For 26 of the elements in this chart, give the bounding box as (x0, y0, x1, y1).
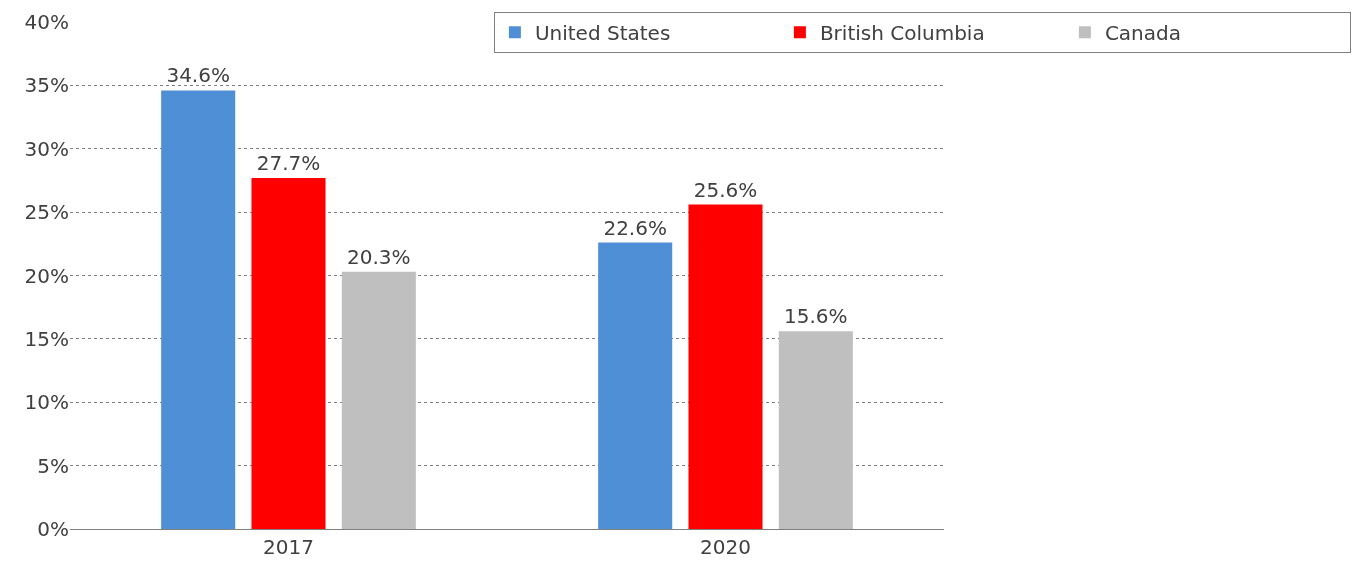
x-tick-label: 2017 (263, 535, 314, 559)
data-label: 27.7% (256, 150, 321, 175)
bar (598, 242, 673, 529)
y-tick-label: 0% (37, 517, 69, 541)
bar (688, 204, 763, 529)
data-label: 34.6% (166, 63, 230, 88)
data-label: 15.6% (784, 304, 848, 329)
y-tick-label: 20% (24, 263, 69, 288)
bar (778, 331, 853, 529)
y-tick-label: 15% (24, 326, 69, 351)
bar (251, 177, 326, 529)
y-tick-label: 5% (37, 453, 69, 478)
data-label: 20.3% (347, 244, 411, 269)
legend-label: Canada (1104, 21, 1181, 46)
legend-label: United States (534, 21, 671, 46)
bar (341, 271, 416, 529)
legend-label: British Columbia (819, 21, 985, 46)
y-tick-label: 25% (24, 200, 69, 225)
data-label: 22.6% (603, 215, 667, 240)
y-tick-label: 10% (24, 390, 69, 415)
data-label: 25.6% (693, 177, 758, 202)
y-tick-label: 30% (24, 136, 69, 161)
bar (161, 90, 236, 529)
y-tick-label: 40% (24, 10, 69, 34)
x-tick-label: 2020 (700, 535, 751, 559)
y-tick-label: 35% (24, 73, 69, 98)
